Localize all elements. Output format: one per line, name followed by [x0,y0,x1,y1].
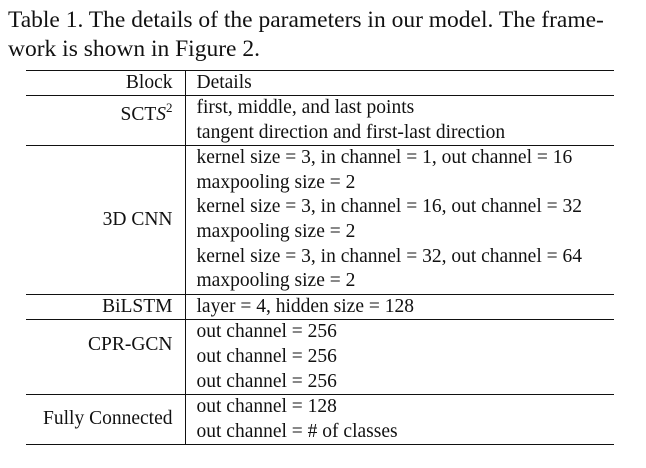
table-row: SCTS2 first, middle, and last points tan… [26,94,614,146]
detail-line: kernel size = 3, in channel = 1, out cha… [196,147,573,169]
block-cell: Fully Connected [26,394,186,446]
details-cell: kernel size = 3, in channel = 1, out cha… [185,145,614,295]
block-cell: 3D CNN [26,145,186,295]
details-cell: out channel = 128 out channel = # of cla… [185,394,614,446]
table-row: 3D CNN kernel size = 3, in channel = 1, … [26,145,614,295]
table-caption: Table 1. The details of the parameters i… [8,6,638,64]
detail-line: out channel = 256 [196,370,337,392]
detail-line: out channel = # of classes [196,420,398,442]
block-label-cpr-gcn: CPR-GCN [87,333,173,355]
table-row: Fully Connected out channel = 128 out ch… [26,394,614,446]
table-row: BiLSTM layer = 4, hidden size = 128 [26,293,614,320]
detail-line: first, middle, and last points [196,97,415,118]
block-label-prefix: SCT [120,104,157,125]
detail-line: out channel = 128 [196,396,337,418]
table-row: CPR-GCN out channel = 256 out channel = … [26,319,614,395]
caption-line-1: Table 1. The details of the parameters i… [8,7,604,33]
details-cell: first, middle, and last points tangent d… [185,94,614,146]
detail-line: maxpooling size = 2 [196,220,356,242]
table-header-row: Block Details [26,70,614,96]
block-label-italic: S [156,104,166,125]
header-details-cell: Details [185,70,614,96]
detail-line: maxpooling size = 2 [196,171,356,193]
header-block-cell: Block [26,70,186,96]
details-cell: layer = 4, hidden size = 128 [185,293,614,320]
caption-line-2: work is shown in Figure 2. [8,36,260,62]
block-cell: CPR-GCN [26,319,186,395]
detail-line: tangent direction and first-last directi… [196,121,506,143]
header-block-label: Block [125,72,173,93]
detail-line: out channel = 256 [196,345,337,367]
details-cell: out channel = 256 out channel = 256 out … [185,319,614,395]
block-label-3d-cnn: 3D CNN [102,208,173,230]
block-cell: SCTS2 [26,94,186,146]
block-label-superscript: 2 [166,100,173,115]
detail-line: kernel size = 3, in channel = 16, out ch… [196,196,583,218]
detail-line: layer = 4, hidden size = 128 [196,295,414,317]
detail-line: out channel = 256 [196,321,337,343]
block-label-scts2: SCTS2 [26,96,173,125]
parameters-table: Block Details SCTS2 first, middle, and l… [26,70,614,446]
block-cell: BiLSTM [26,293,186,320]
header-details-label: Details [196,72,252,93]
block-label-fully-connected: Fully Connected [43,408,173,430]
block-label-bilstm: BiLSTM [102,295,173,317]
detail-line: kernel size = 3, in channel = 32, out ch… [196,245,583,267]
detail-line: maxpooling size = 2 [196,270,356,292]
